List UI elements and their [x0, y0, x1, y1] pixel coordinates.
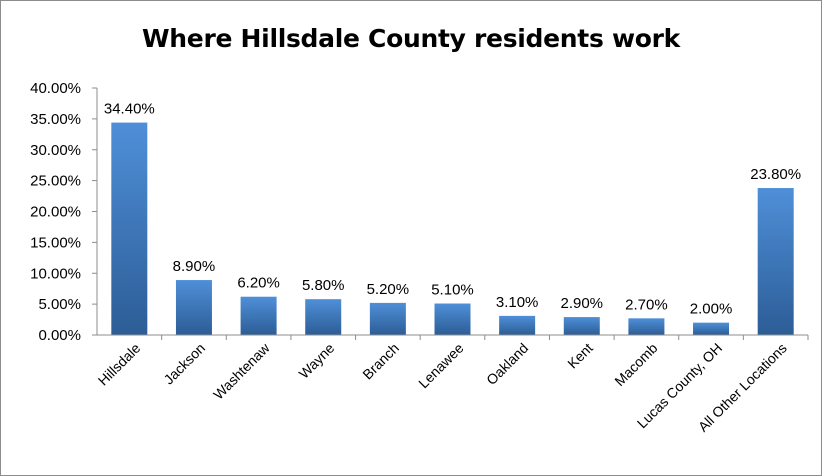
x-tick-label: Branch	[359, 340, 402, 383]
data-label: 2.00%	[690, 301, 733, 318]
x-tick-label: Washtenaw	[210, 339, 273, 402]
data-label: 5.80%	[302, 277, 345, 294]
data-label: 2.90%	[560, 295, 603, 312]
x-tick-label: Lenawee	[415, 340, 467, 392]
x-tick-label: Jackson	[160, 340, 208, 388]
bar	[628, 318, 665, 335]
y-axis: 0.00% 5.00% 10.00% 15.00% 20.00% 25.00% 30.00%…	[30, 80, 98, 344]
bar	[369, 302, 406, 335]
x-tick-label: Kent	[564, 340, 596, 372]
y-tick-label: 10.00%	[30, 265, 81, 282]
bar	[111, 122, 148, 335]
bar	[693, 322, 730, 335]
bar	[499, 315, 536, 335]
bar	[434, 303, 471, 335]
data-label: 2.70%	[625, 296, 668, 313]
x-axis: Hillsdale Jackson Washtenaw Wayne Branch Lena…	[95, 334, 809, 435]
data-labels: 34.40% 8.90% 6.20% 5.80% 5.20% 5.10% 3.10% 2.90…	[104, 101, 801, 318]
chart-title: Where Hillsdale County residents work	[142, 24, 680, 53]
data-label: 8.90%	[173, 258, 216, 275]
bar	[305, 299, 342, 335]
y-tick-label: 35.00%	[30, 111, 81, 128]
y-tick-label: 20.00%	[30, 204, 81, 221]
y-tick-label: 25.00%	[30, 173, 81, 190]
data-label: 23.80%	[750, 166, 801, 183]
data-label: 34.40%	[104, 101, 155, 118]
y-tick-label: 15.00%	[30, 234, 81, 251]
y-tick-label: 30.00%	[30, 142, 81, 159]
x-tick-label: Wayne	[296, 340, 338, 382]
x-tick-label: Macomb	[611, 340, 660, 389]
y-tick-label: 5.00%	[38, 296, 81, 313]
bars	[111, 122, 794, 335]
y-tick-label: 0.00%	[38, 327, 81, 344]
data-label: 3.10%	[496, 294, 539, 311]
x-tick-label: Oakland	[483, 340, 531, 388]
bar	[563, 317, 600, 335]
data-label: 5.20%	[367, 281, 410, 298]
data-label: 5.10%	[431, 282, 474, 299]
bar	[175, 280, 212, 335]
bar	[757, 188, 794, 335]
data-label: 6.20%	[237, 275, 280, 292]
x-tick-label: Hillsdale	[95, 340, 144, 389]
bar	[240, 296, 277, 335]
y-tick-label: 40.00%	[30, 80, 81, 97]
